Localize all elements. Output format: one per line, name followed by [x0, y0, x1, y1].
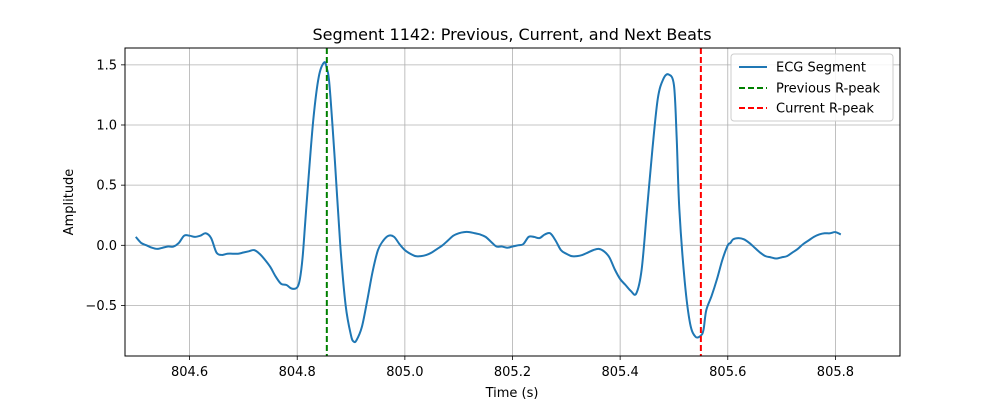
x-axis-label: Time (s)	[485, 386, 539, 400]
chart-title: Segment 1142: Previous, Current, and Nex…	[312, 25, 711, 44]
x-tick-label: 805.6	[709, 365, 746, 380]
legend-label-ecg-segment: ECG Segment	[776, 61, 866, 76]
legend-label-previous-r-peak: Previous R-peak	[776, 82, 880, 97]
x-tick-label: 805.2	[494, 365, 531, 380]
x-tick-label: 805.4	[602, 365, 639, 380]
x-axis-ticks: 804.6 804.8 805.0 805.2 805.4 805.6 805.8	[171, 356, 854, 380]
series-line-ecg-segment	[135, 61, 842, 344]
x-tick-label: 805.8	[817, 365, 854, 380]
x-tick-label: 804.6	[171, 365, 208, 380]
y-tick-label: 0.0	[96, 239, 117, 254]
legend-label-current-r-peak: Current R-peak	[776, 102, 874, 117]
y-axis-label: Amplitude	[62, 169, 77, 236]
y-tick-label: 1.0	[96, 119, 117, 134]
x-tick-label: 805.0	[386, 365, 423, 380]
y-axis-ticks: −0.5 0.0 0.5 1.0 1.5	[85, 58, 125, 314]
y-tick-label: 1.5	[96, 58, 117, 73]
plot-area	[135, 48, 842, 356]
x-tick-label: 804.8	[279, 365, 316, 380]
legend-box	[730, 53, 894, 122]
grid	[125, 48, 900, 356]
legend: ECG Segment Previous R-peak Current R-pe…	[730, 53, 894, 122]
y-tick-label: −0.5	[85, 299, 117, 314]
y-tick-label: 0.5	[96, 179, 117, 194]
